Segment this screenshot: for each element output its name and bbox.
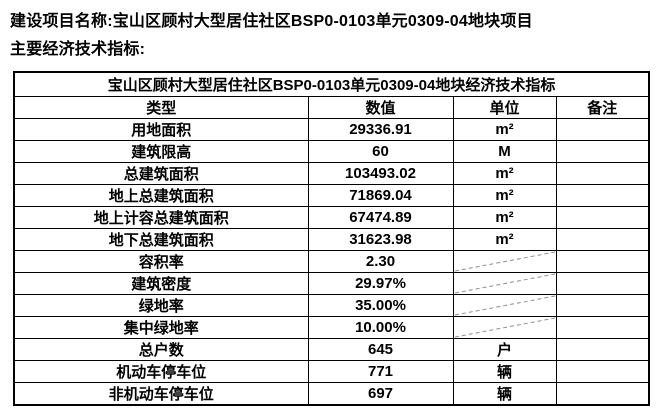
value-cell: 35.00% xyxy=(307,294,454,317)
value-cell: 697 xyxy=(307,382,454,406)
type-cell: 非机动车停车位 xyxy=(13,382,309,406)
type-cell: 总建筑面积 xyxy=(13,162,309,185)
unit-cell: M xyxy=(452,140,557,163)
value-cell: 71869.04 xyxy=(307,184,454,207)
type-cell: 地上总建筑面积 xyxy=(13,184,309,207)
na-slash-icon xyxy=(454,251,556,272)
value-cell: 2.30 xyxy=(307,250,454,273)
column-header-remark: 备注 xyxy=(555,96,650,119)
table-title: 宝山区顾村大型居住社区BSP0-0103单元0309-04地块经济技术指标 xyxy=(13,71,650,97)
section-label: 主要经济技术指标: xyxy=(10,41,146,58)
na-slash-icon xyxy=(454,273,556,294)
value-cell: 31623.98 xyxy=(307,228,454,251)
value-cell: 645 xyxy=(307,338,454,361)
unit-cell: m² xyxy=(452,206,557,229)
unit-cell: 辆 xyxy=(452,382,557,406)
remark-cell xyxy=(555,272,650,295)
remark-cell xyxy=(555,338,650,361)
remark-cell xyxy=(555,206,650,229)
type-cell: 总户数 xyxy=(13,338,309,361)
column-header-value: 数值 xyxy=(307,96,454,119)
table-row: 建筑限高 60 M xyxy=(13,140,650,163)
table-row: 绿地率 35.00% xyxy=(13,294,650,317)
table-row: 容积率 2.30 xyxy=(13,250,650,273)
table-row: 地上计容总建筑面积 67474.89 m² xyxy=(13,206,650,229)
type-cell: 用地面积 xyxy=(13,118,309,141)
type-cell: 机动车停车位 xyxy=(13,360,309,383)
remark-cell xyxy=(555,140,650,163)
value-cell: 60 xyxy=(307,140,454,163)
remark-cell xyxy=(555,382,650,406)
unit-cell: 辆 xyxy=(452,360,557,383)
remark-cell xyxy=(555,184,650,207)
unit-cell-not-applicable xyxy=(452,250,557,273)
table-row: 非机动车停车位 697 辆 xyxy=(13,382,650,406)
column-header-type: 类型 xyxy=(13,96,309,119)
unit-cell: m² xyxy=(452,228,557,251)
unit-cell: m² xyxy=(452,184,557,207)
table-row: 地下总建筑面积 31623.98 m² xyxy=(13,228,650,251)
table-row: 地上总建筑面积 71869.04 m² xyxy=(13,184,650,207)
unit-cell: m² xyxy=(452,118,557,141)
table-row: 用地面积 29336.91 m² xyxy=(13,118,650,141)
table-row: 建筑密度 29.97% xyxy=(13,272,650,295)
remark-cell xyxy=(555,360,650,383)
column-header-unit: 单位 xyxy=(452,96,557,119)
na-slash-icon xyxy=(454,295,556,316)
column-header-row: 类型 数值 单位 备注 xyxy=(13,96,650,119)
value-cell: 103493.02 xyxy=(307,162,454,185)
table-title-row: 宝山区顾村大型居住社区BSP0-0103单元0309-04地块经济技术指标 xyxy=(13,71,650,97)
value-cell: 29336.91 xyxy=(307,118,454,141)
table-row: 总户数 645 户 xyxy=(13,338,650,361)
unit-cell: 户 xyxy=(452,338,557,361)
type-cell: 地上计容总建筑面积 xyxy=(13,206,309,229)
type-cell: 容积率 xyxy=(13,250,309,273)
value-cell: 771 xyxy=(307,360,454,383)
na-slash-icon xyxy=(454,317,556,338)
unit-cell-not-applicable xyxy=(452,316,557,339)
remark-cell xyxy=(555,118,650,141)
project-name-title: 建设项目名称:宝山区顾村大型居住社区BSP0-0103单元0309-04地块项目 xyxy=(10,13,533,30)
table-row: 集中绿地率 10.00% xyxy=(13,316,650,339)
remark-cell xyxy=(555,294,650,317)
value-cell: 10.00% xyxy=(307,316,454,339)
unit-cell: m² xyxy=(452,162,557,185)
indicators-table: 宝山区顾村大型居住社区BSP0-0103单元0309-04地块经济技术指标 类型… xyxy=(13,71,651,406)
table-row: 总建筑面积 103493.02 m² xyxy=(13,162,650,185)
remark-cell xyxy=(555,250,650,273)
unit-cell-not-applicable xyxy=(452,272,557,295)
unit-cell-not-applicable xyxy=(452,294,557,317)
remark-cell xyxy=(555,228,650,251)
remark-cell xyxy=(555,162,650,185)
type-cell: 绿地率 xyxy=(13,294,309,317)
remark-cell xyxy=(555,316,650,339)
type-cell: 地下总建筑面积 xyxy=(13,228,309,251)
type-cell: 建筑密度 xyxy=(13,272,309,295)
type-cell: 集中绿地率 xyxy=(13,316,309,339)
value-cell: 67474.89 xyxy=(307,206,454,229)
value-cell: 29.97% xyxy=(307,272,454,295)
type-cell: 建筑限高 xyxy=(13,140,309,163)
table-row: 机动车停车位 771 辆 xyxy=(13,360,650,383)
